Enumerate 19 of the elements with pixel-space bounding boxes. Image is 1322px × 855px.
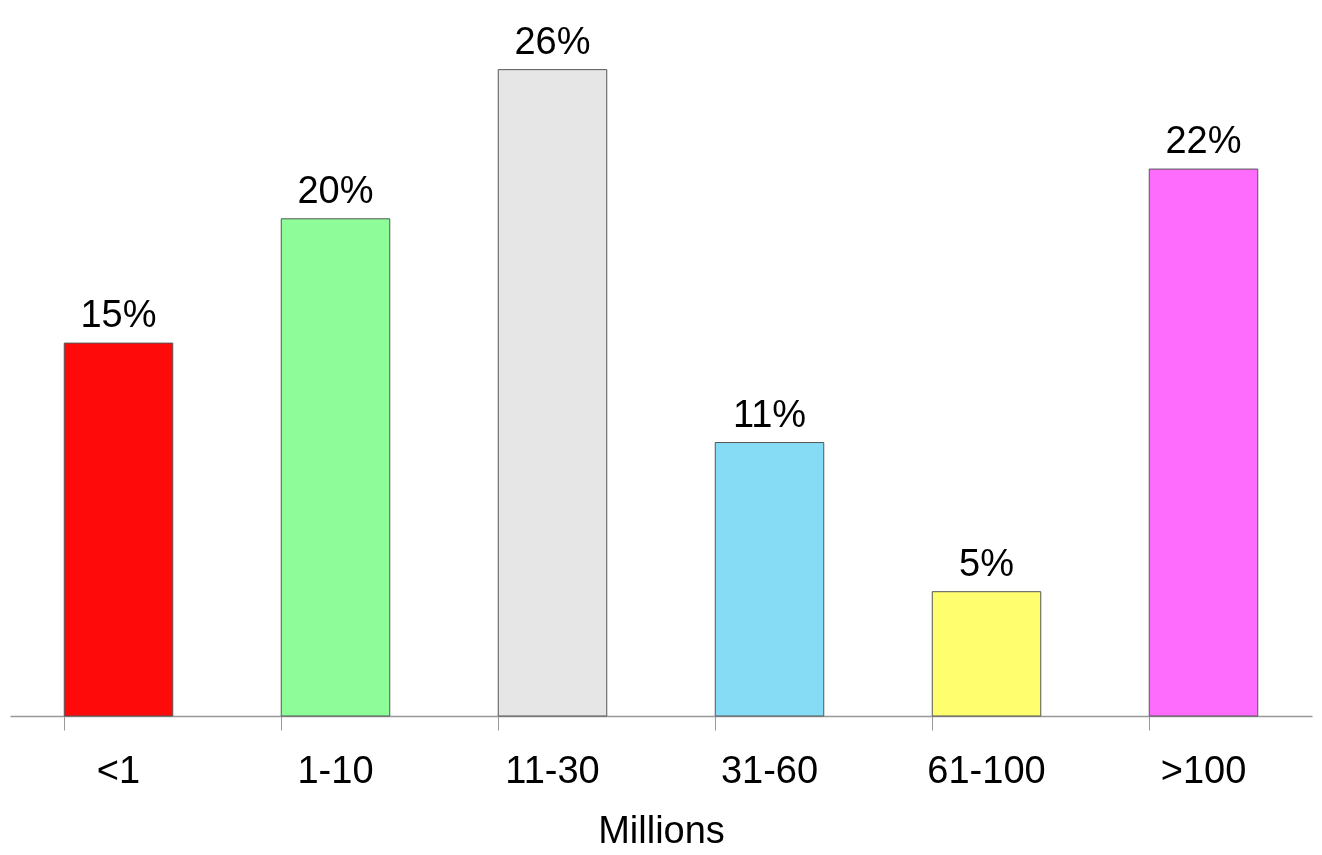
bar: [63, 342, 174, 717]
data-label: 11%: [732, 392, 807, 435]
bar: [497, 69, 608, 717]
bar: [280, 218, 391, 717]
data-label: 15%: [80, 293, 157, 336]
x-tick-label: >100: [1160, 748, 1247, 791]
x-tick-label: 61-100: [927, 748, 1046, 791]
data-label: 5%: [959, 541, 1014, 584]
x-tick-label: 11-30: [505, 748, 600, 791]
x-tick-label: 31-60: [720, 748, 819, 791]
data-label: 26%: [514, 19, 591, 62]
x-tick-label: <1: [96, 748, 141, 791]
bar: [931, 591, 1042, 717]
data-label: 22%: [1165, 119, 1242, 162]
data-label: 20%: [297, 168, 374, 211]
x-tick-label: 1-10: [297, 748, 374, 791]
x-axis-title: Millions: [598, 808, 725, 851]
bar: [1148, 168, 1259, 717]
bar: [714, 442, 825, 717]
